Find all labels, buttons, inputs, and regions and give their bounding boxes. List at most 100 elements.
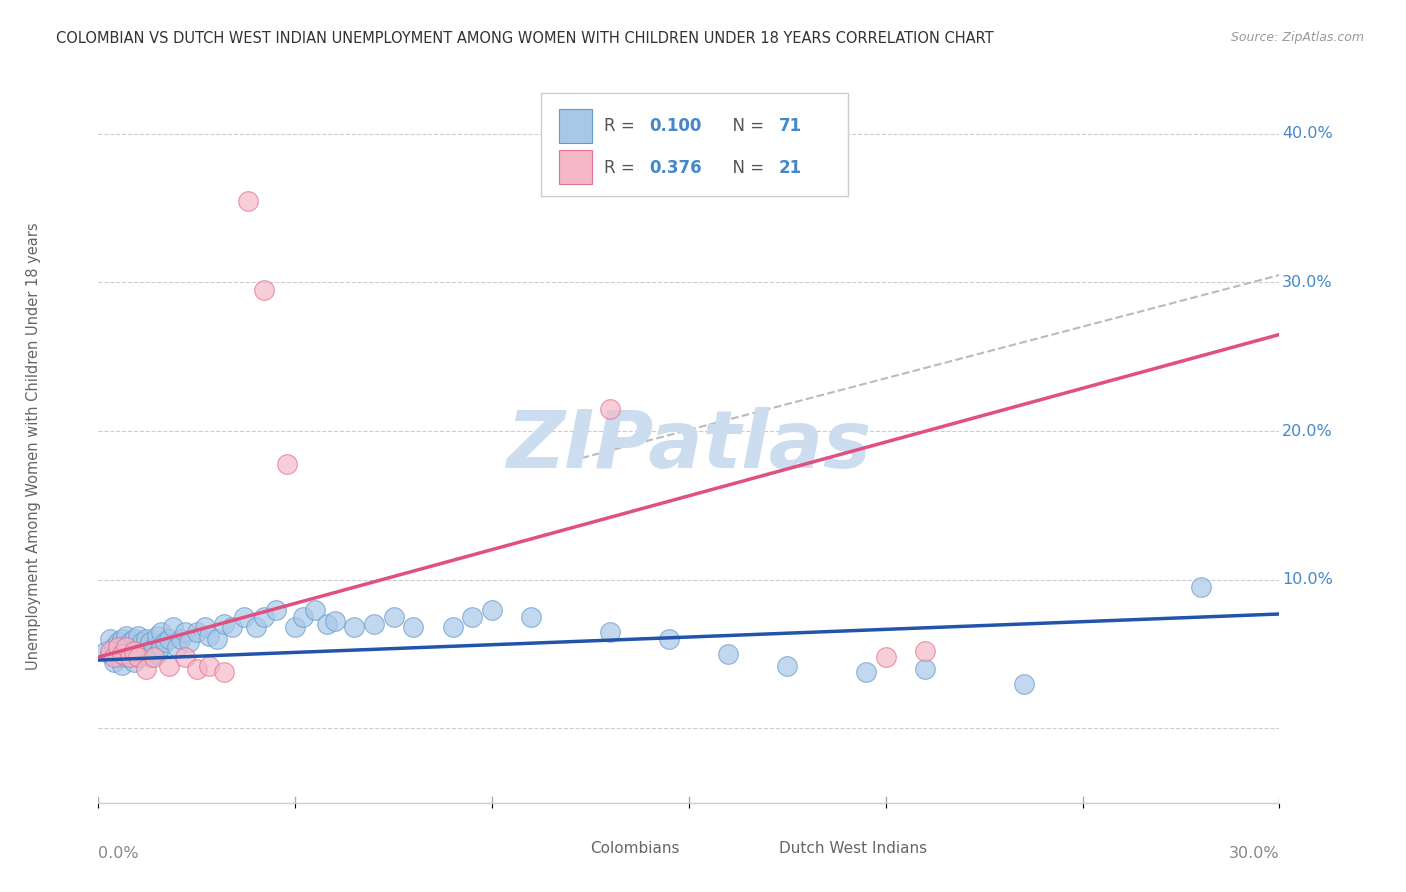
Point bbox=[111, 647, 134, 661]
Point bbox=[150, 640, 173, 654]
Point bbox=[284, 620, 307, 634]
Point bbox=[461, 610, 484, 624]
Point bbox=[98, 632, 121, 647]
FancyBboxPatch shape bbox=[547, 833, 581, 863]
Point bbox=[115, 640, 138, 654]
Point bbox=[107, 650, 129, 665]
Point bbox=[98, 647, 121, 661]
Point bbox=[127, 650, 149, 665]
Point bbox=[166, 640, 188, 654]
Point bbox=[174, 624, 197, 639]
Point bbox=[127, 640, 149, 654]
Text: ZIPatlas: ZIPatlas bbox=[506, 407, 872, 485]
Point bbox=[155, 635, 177, 649]
Point bbox=[264, 602, 287, 616]
Point bbox=[170, 632, 193, 647]
Text: COLOMBIAN VS DUTCH WEST INDIAN UNEMPLOYMENT AMONG WOMEN WITH CHILDREN UNDER 18 Y: COLOMBIAN VS DUTCH WEST INDIAN UNEMPLOYM… bbox=[56, 31, 994, 46]
Point bbox=[197, 629, 219, 643]
Point bbox=[599, 624, 621, 639]
Point bbox=[481, 602, 503, 616]
Point bbox=[138, 650, 160, 665]
Point bbox=[146, 629, 169, 643]
Point bbox=[157, 632, 180, 647]
Point bbox=[118, 647, 141, 661]
Point bbox=[658, 632, 681, 647]
Point bbox=[122, 632, 145, 647]
Point bbox=[382, 610, 405, 624]
Point bbox=[150, 624, 173, 639]
Text: Dutch West Indians: Dutch West Indians bbox=[779, 841, 927, 856]
Point bbox=[1189, 580, 1212, 594]
Point bbox=[875, 650, 897, 665]
Text: N =: N = bbox=[723, 159, 769, 177]
Point bbox=[1012, 677, 1035, 691]
Point bbox=[323, 615, 346, 629]
Point bbox=[186, 662, 208, 676]
Point bbox=[177, 635, 200, 649]
Text: N =: N = bbox=[723, 118, 769, 136]
Point bbox=[717, 647, 740, 661]
Point bbox=[194, 620, 217, 634]
Point bbox=[135, 647, 157, 661]
Text: 10.0%: 10.0% bbox=[1282, 573, 1333, 587]
Text: 40.0%: 40.0% bbox=[1282, 127, 1333, 141]
Point bbox=[205, 632, 228, 647]
Point bbox=[599, 401, 621, 416]
Point bbox=[343, 620, 366, 634]
Point bbox=[122, 644, 145, 658]
Point bbox=[118, 650, 141, 665]
Text: Unemployment Among Women with Children Under 18 years: Unemployment Among Women with Children U… bbox=[25, 222, 41, 670]
Point bbox=[96, 644, 118, 658]
Point bbox=[276, 457, 298, 471]
Point bbox=[115, 629, 138, 643]
Text: 0.0%: 0.0% bbox=[98, 846, 139, 861]
Point bbox=[111, 644, 134, 658]
Point bbox=[146, 647, 169, 661]
Point bbox=[142, 640, 165, 654]
Point bbox=[131, 647, 153, 661]
Point bbox=[135, 662, 157, 676]
Text: R =: R = bbox=[605, 159, 640, 177]
Point bbox=[122, 640, 145, 654]
Point bbox=[315, 617, 337, 632]
FancyBboxPatch shape bbox=[560, 109, 592, 143]
Point bbox=[776, 659, 799, 673]
Point bbox=[245, 620, 267, 634]
Point bbox=[292, 610, 315, 624]
Point bbox=[174, 650, 197, 665]
Point bbox=[221, 620, 243, 634]
Point bbox=[197, 659, 219, 673]
Point bbox=[157, 659, 180, 673]
Point bbox=[118, 635, 141, 649]
Text: 21: 21 bbox=[779, 159, 801, 177]
Point bbox=[103, 650, 125, 665]
Point bbox=[914, 644, 936, 658]
Point bbox=[142, 650, 165, 665]
Point bbox=[127, 629, 149, 643]
Text: Colombians: Colombians bbox=[589, 841, 679, 856]
Text: 0.100: 0.100 bbox=[648, 118, 702, 136]
Point bbox=[253, 283, 276, 297]
Point bbox=[127, 650, 149, 665]
Text: R =: R = bbox=[605, 118, 640, 136]
Point bbox=[214, 665, 236, 679]
Point bbox=[111, 632, 134, 647]
Point bbox=[115, 650, 138, 665]
FancyBboxPatch shape bbox=[541, 93, 848, 196]
FancyBboxPatch shape bbox=[560, 150, 592, 185]
Text: 30.0%: 30.0% bbox=[1229, 846, 1279, 861]
Point bbox=[103, 640, 125, 654]
FancyBboxPatch shape bbox=[737, 833, 769, 863]
Point bbox=[122, 655, 145, 669]
Point bbox=[107, 640, 129, 654]
Point bbox=[855, 665, 877, 679]
Point bbox=[441, 620, 464, 634]
Point bbox=[107, 635, 129, 649]
Point bbox=[131, 635, 153, 649]
Point bbox=[135, 632, 157, 647]
Point bbox=[236, 194, 259, 208]
Text: 20.0%: 20.0% bbox=[1282, 424, 1333, 439]
Text: 0.376: 0.376 bbox=[648, 159, 702, 177]
Point bbox=[253, 610, 276, 624]
Point bbox=[914, 662, 936, 676]
